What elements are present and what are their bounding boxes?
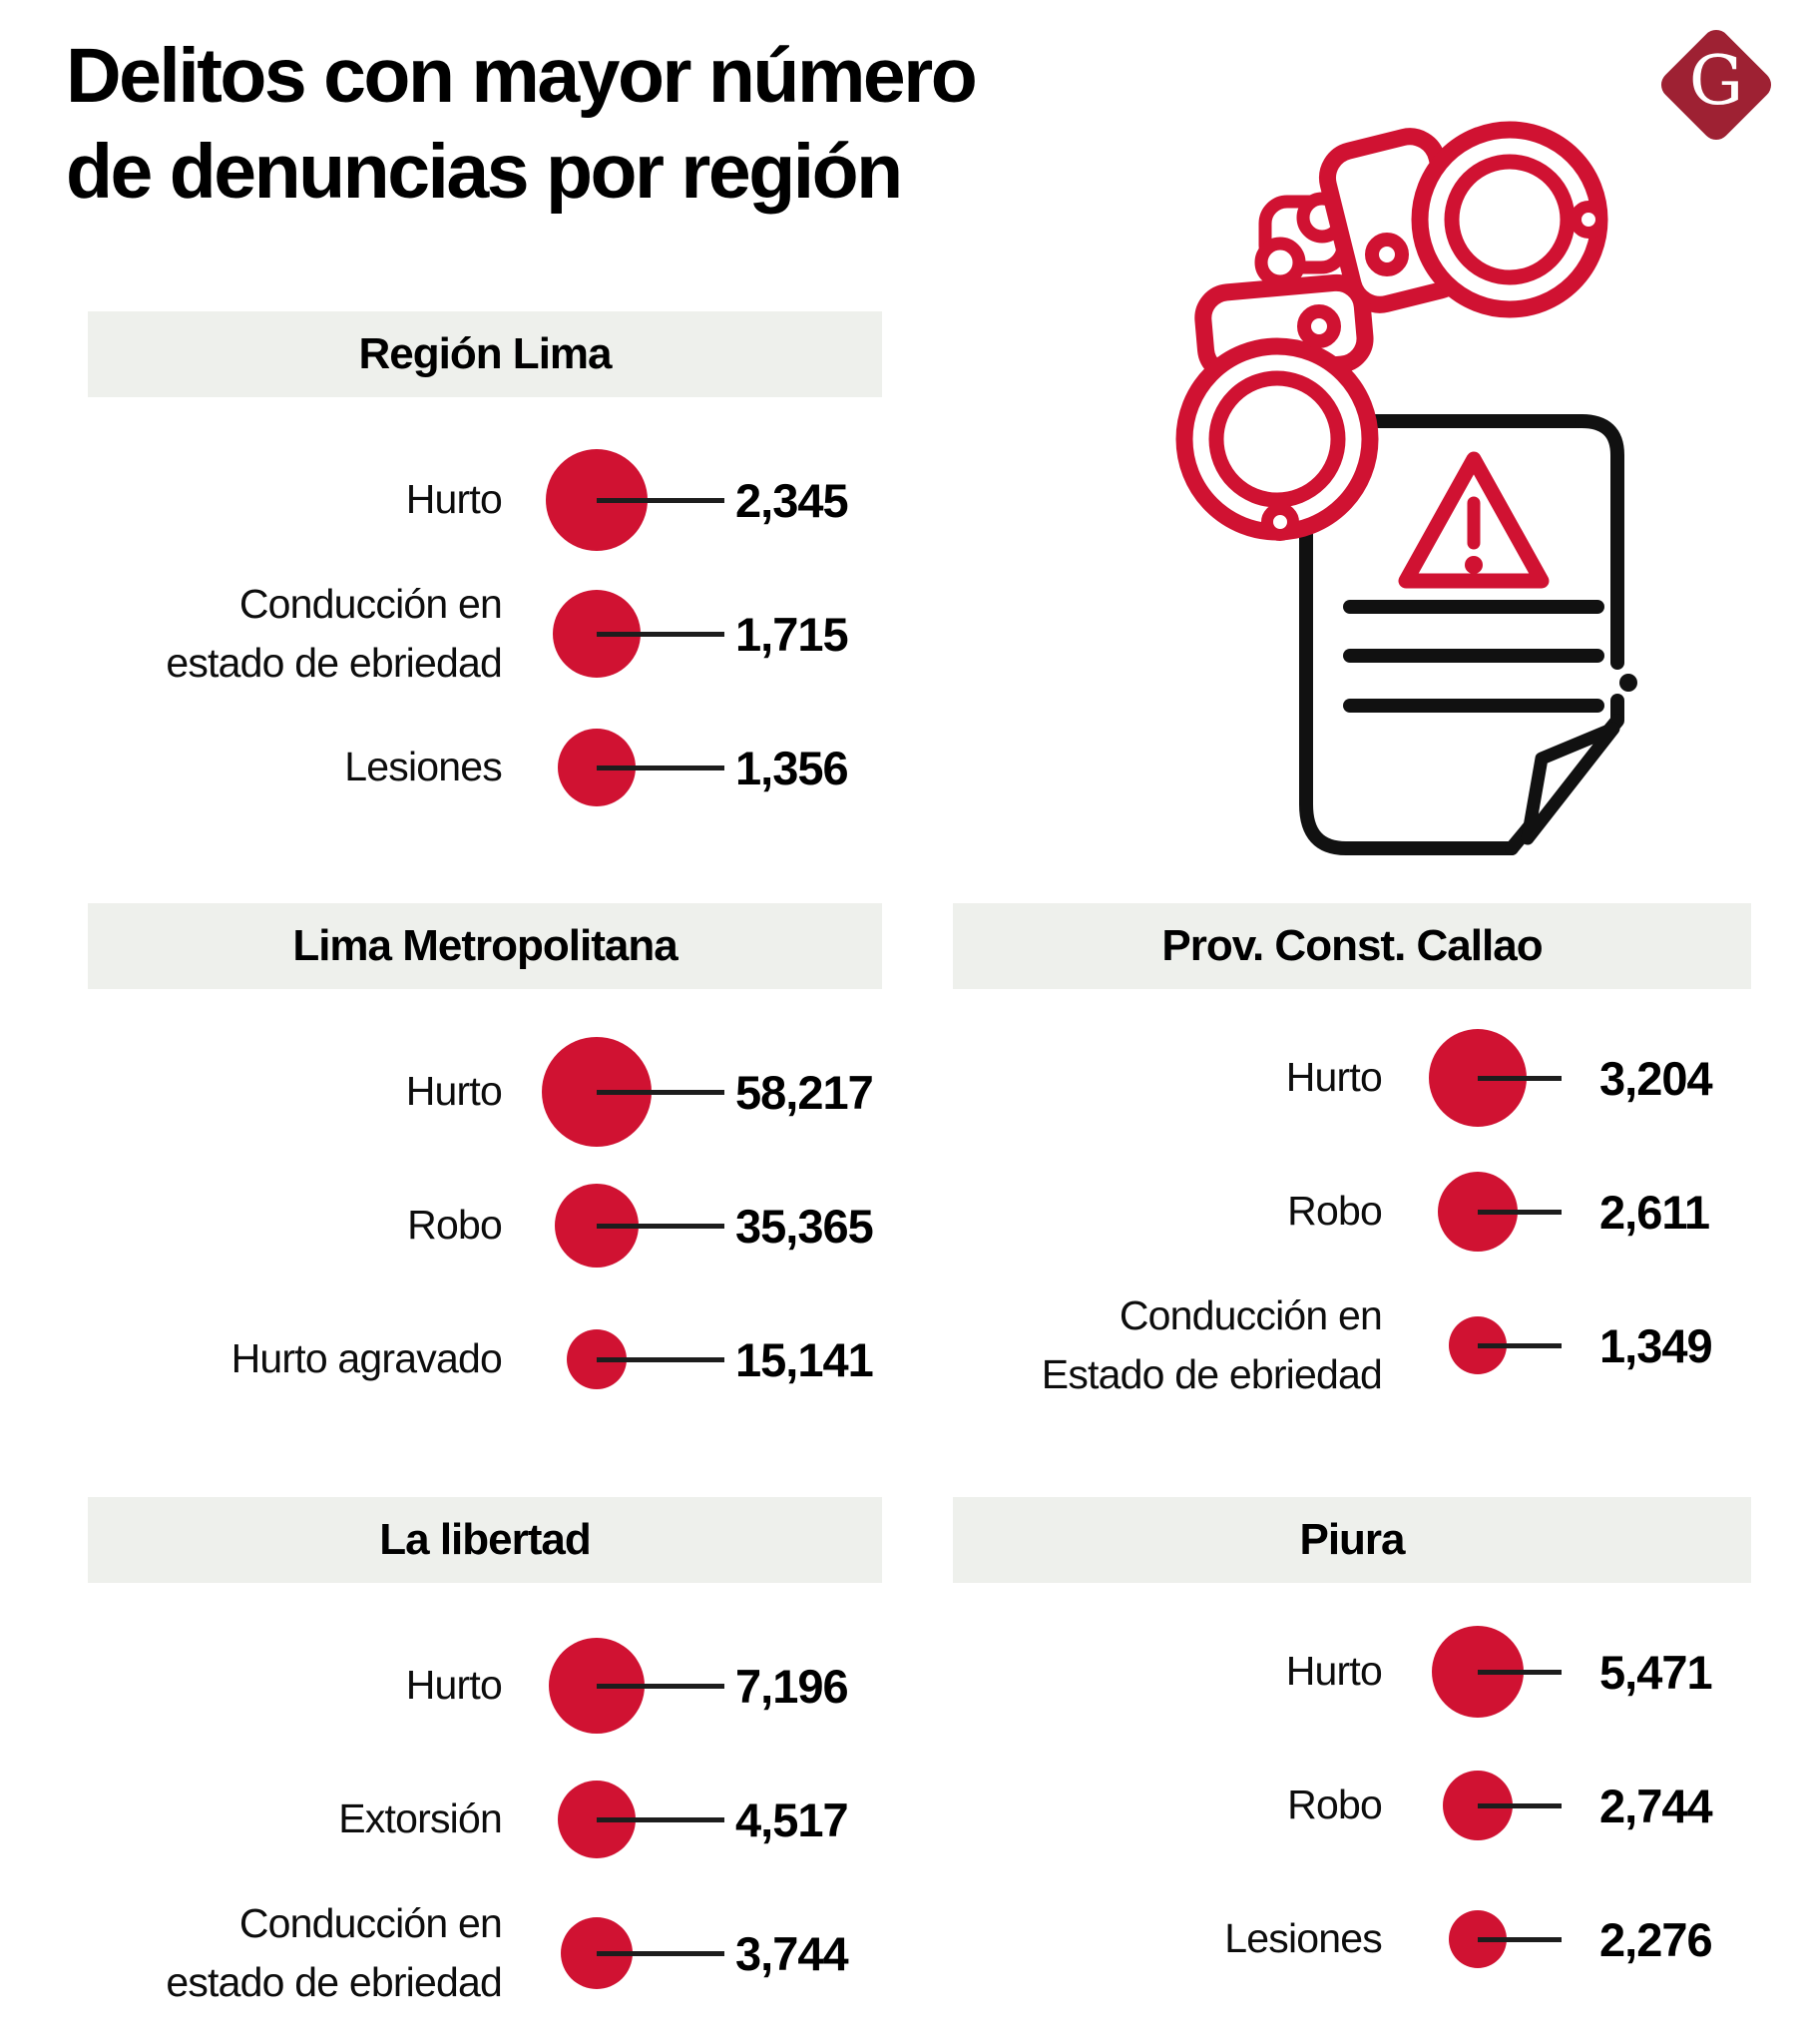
crime-row: Robo 2,744 (953, 1739, 1751, 1872)
crime-value: 3,744 (735, 1926, 849, 1980)
crime-value: 2,276 (1599, 1912, 1713, 1966)
crime-value: 35,365 (735, 1199, 874, 1253)
crime-value: 7,196 (735, 1659, 849, 1713)
section-lima-metropolitana: Lima Metropolitana Hurto 58,217 Robo 35,… (88, 903, 882, 1426)
connector-line (1478, 1936, 1562, 1942)
section-header: Piura (953, 1497, 1751, 1583)
bubble-cell (532, 567, 724, 701)
crime-label: Robo (407, 1202, 503, 1249)
section-rows: Hurto 7,196 Extorsión 4,517 Conducción e… (88, 1619, 882, 2020)
section-header: La libertad (88, 1497, 882, 1583)
crime-value: 3,204 (1599, 1051, 1713, 1105)
page-title-line1: Delitos con mayor número (66, 33, 978, 119)
crime-label: Robo (1287, 1782, 1383, 1828)
connector-line (597, 497, 724, 503)
crime-row: Hurto 5,471 (953, 1605, 1751, 1739)
crime-label: Hurto (405, 476, 503, 523)
crime-row: Lesiones 1,356 (88, 701, 882, 834)
bubble-cell (1412, 1145, 1562, 1278)
connector-line (1478, 1669, 1562, 1675)
bubble-cell (1412, 1011, 1562, 1145)
handcuffs-icon (1175, 121, 1608, 541)
crime-row: Robo 2,611 (953, 1145, 1751, 1278)
crime-row: Hurto 2,345 (88, 433, 882, 567)
section-header: Prov. Const. Callao (953, 903, 1751, 989)
section-la-libertad: La libertad Hurto 7,196 Extorsión 4,517 … (88, 1497, 882, 2020)
warning-triangle-icon (1398, 451, 1550, 589)
crime-row: Hurto 3,204 (953, 1011, 1751, 1145)
section-header: Lima Metropolitana (88, 903, 882, 989)
crime-value: 15,141 (735, 1332, 874, 1386)
bubble-cell (1412, 1605, 1562, 1739)
crime-value: 5,471 (1599, 1645, 1713, 1699)
connector-line (597, 1683, 724, 1689)
crime-label: Extorsión (338, 1795, 503, 1842)
crime-label: Lesiones (1224, 1915, 1383, 1962)
bubble-cell (532, 433, 724, 567)
section-rows: Hurto 3,204 Robo 2,611 Conducción en Est… (953, 1011, 1751, 1412)
bubble-cell (532, 701, 724, 834)
crime-label: Lesiones (344, 744, 503, 790)
crime-value: 1,715 (735, 607, 849, 661)
logo-letter: G (1688, 42, 1744, 121)
crime-value: 1,356 (735, 741, 849, 794)
bubble-cell (532, 1025, 724, 1159)
crime-value: 58,217 (735, 1065, 874, 1119)
crime-row: Conducción en estado de ebriedad 1,715 (88, 567, 882, 701)
bubble-cell (1412, 1872, 1562, 2006)
connector-line (1478, 1209, 1562, 1215)
section-prov-const-callao: Prov. Const. Callao Hurto 3,204 Robo 2,6… (953, 903, 1751, 1412)
crime-row: Conducción en estado de ebriedad 3,744 (88, 1886, 882, 2020)
crime-label: Conducción en estado de ebriedad (166, 580, 502, 686)
crime-value: 2,345 (735, 473, 849, 527)
connector-line (597, 631, 724, 637)
bubble-cell (532, 1619, 724, 1753)
crime-label: Hurto (405, 1662, 503, 1709)
gestion-logo: G (1651, 20, 1781, 150)
bubble-cell (1412, 1278, 1562, 1412)
connector-line (597, 1223, 724, 1229)
page-title-line2: de denuncias por región (66, 129, 903, 215)
connector-line (1478, 1075, 1562, 1081)
bubble-cell (532, 1292, 724, 1426)
crime-label: Hurto (405, 1068, 503, 1115)
crime-row: Hurto 7,196 (88, 1619, 882, 1753)
bubble-cell (532, 1159, 724, 1292)
section-header: Región Lima (88, 311, 882, 397)
crime-row: Hurto 58,217 (88, 1025, 882, 1159)
section-rows: Hurto 5,471 Robo 2,744 Lesiones 2,276 (953, 1605, 1751, 2006)
crime-value: 2,611 (1599, 1185, 1710, 1239)
crime-label: Hurto agravado (230, 1335, 503, 1382)
report-document-icon (1299, 414, 1637, 855)
section-piura: Piura Hurto 5,471 Robo 2,744 Lesiones 2,… (953, 1497, 1751, 2006)
crime-row: Conducción en Estado de ebriedad 1,349 (953, 1278, 1751, 1412)
crime-label: Hurto (1285, 1054, 1383, 1101)
crime-label: Hurto (1285, 1648, 1383, 1695)
crime-label: Conducción en Estado de ebriedad (1041, 1291, 1383, 1397)
connector-line (1478, 1802, 1562, 1808)
bubble-cell (1412, 1739, 1562, 1872)
section-rows: Hurto 58,217 Robo 35,365 Hurto agravado … (88, 1025, 882, 1426)
connector-line (597, 1950, 724, 1956)
section-region-lima: Región Lima Hurto 2,345 Conducción en es… (88, 311, 882, 834)
connector-line (597, 1816, 724, 1822)
connector-line (597, 1356, 724, 1362)
bubble-cell (532, 1753, 724, 1886)
crime-row: Robo 35,365 (88, 1159, 882, 1292)
section-rows: Hurto 2,345 Conducción en estado de ebri… (88, 433, 882, 834)
crime-row: Hurto agravado 15,141 (88, 1292, 882, 1426)
crime-value: 2,744 (1599, 1779, 1713, 1832)
connector-line (597, 1089, 724, 1095)
crime-row: Lesiones 2,276 (953, 1872, 1751, 2006)
crime-label: Conducción en estado de ebriedad (166, 1899, 502, 2005)
crime-label: Robo (1287, 1188, 1383, 1235)
connector-line (1478, 1342, 1562, 1348)
page-title: Delitos con mayor número de denuncias po… (66, 28, 978, 220)
crime-value: 4,517 (735, 1792, 849, 1846)
crime-row: Extorsión 4,517 (88, 1753, 882, 1886)
bubble-cell (532, 1886, 724, 2020)
crime-value: 1,349 (1599, 1318, 1713, 1372)
connector-line (597, 765, 724, 770)
